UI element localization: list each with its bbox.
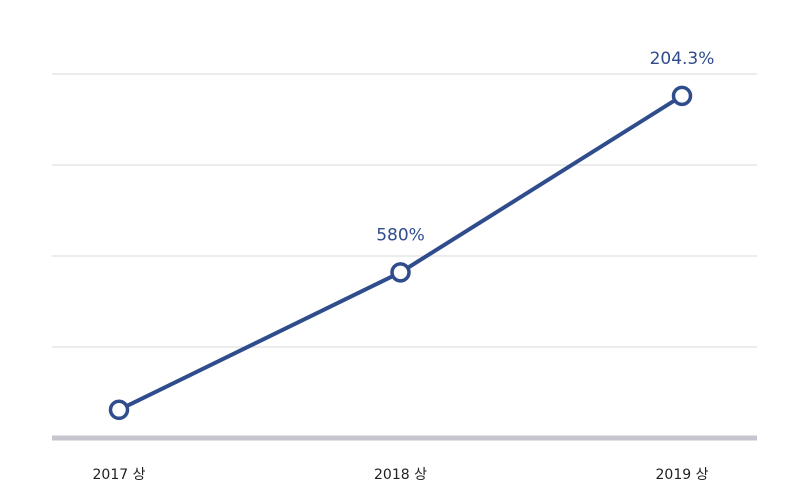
line xyxy=(118,94,684,412)
x-tick-label: 2018 상 xyxy=(374,467,427,483)
x-tick-label: 2017 상 xyxy=(93,467,146,483)
x-tick-label: 2019 상 xyxy=(656,467,709,483)
annotation: 580% xyxy=(376,225,425,245)
annotation: 204.3% xyxy=(650,49,715,69)
point xyxy=(390,262,411,283)
point xyxy=(671,85,693,107)
point xyxy=(108,399,130,421)
